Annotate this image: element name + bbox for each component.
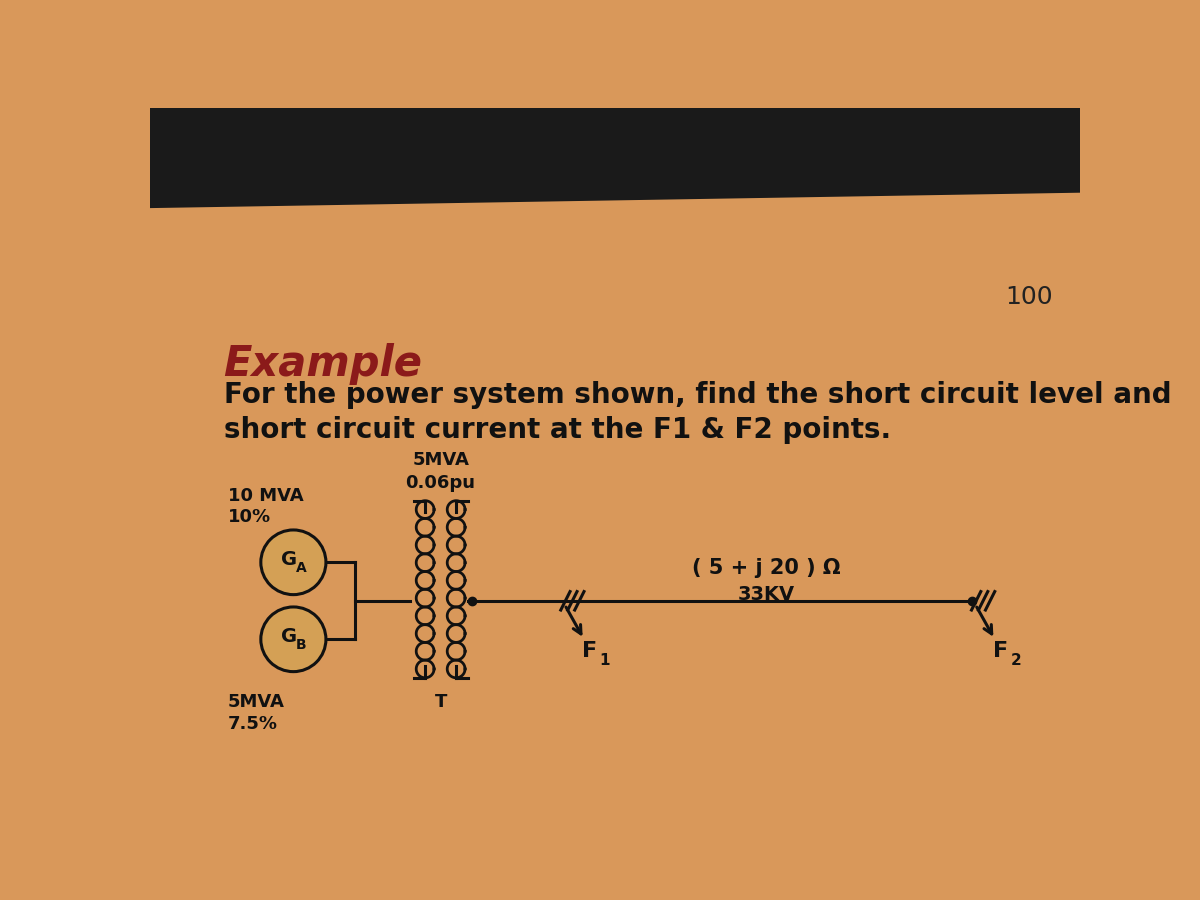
Polygon shape [150, 108, 1080, 208]
Text: 0.06pu: 0.06pu [406, 473, 475, 491]
Text: short circuit current at the F1 & F2 points.: short circuit current at the F1 & F2 poi… [223, 416, 890, 444]
Text: 5MVA: 5MVA [412, 451, 469, 469]
Text: 33KV: 33KV [738, 585, 794, 605]
Circle shape [260, 607, 326, 671]
Text: ( 5 + j 20 ) Ω: ( 5 + j 20 ) Ω [692, 558, 840, 579]
Text: For the power system shown, find the short circuit level and: For the power system shown, find the sho… [223, 382, 1171, 410]
Text: 10%: 10% [228, 508, 271, 526]
Text: B: B [296, 638, 306, 652]
Text: G: G [282, 550, 298, 569]
Text: 1: 1 [600, 653, 610, 668]
Text: 100: 100 [1006, 285, 1052, 309]
Text: 5MVA: 5MVA [228, 693, 284, 711]
Text: 2: 2 [1010, 653, 1021, 668]
Text: G: G [282, 626, 298, 645]
Text: A: A [295, 562, 306, 575]
Text: 10 MVA: 10 MVA [228, 487, 304, 505]
Text: 7.5%: 7.5% [228, 715, 277, 733]
Text: Example: Example [223, 343, 422, 385]
Text: F: F [994, 641, 1008, 661]
Circle shape [260, 530, 326, 595]
Text: F: F [582, 641, 598, 661]
Text: T: T [434, 693, 446, 711]
